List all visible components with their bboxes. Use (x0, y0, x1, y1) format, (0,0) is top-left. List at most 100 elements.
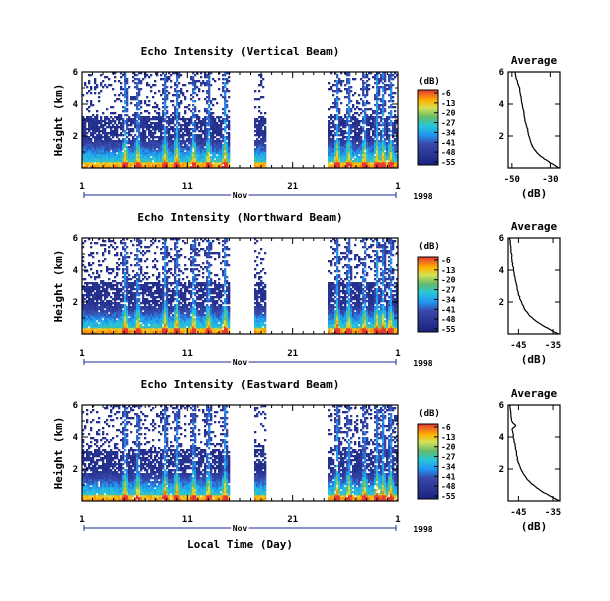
heatmap-cell (388, 122, 391, 125)
heatmap-cell (158, 314, 161, 317)
heatmap-cell (262, 150, 265, 153)
heatmap-cell (152, 116, 155, 119)
heatmap-cell (138, 90, 141, 93)
heatmap-cell (190, 156, 193, 159)
heatmap-cell (88, 118, 91, 121)
heatmap-cell (90, 118, 93, 121)
heatmap-cell (168, 118, 171, 121)
heatmap-cell (202, 122, 205, 125)
heatmap-cell (206, 108, 209, 111)
heatmap-cell (166, 86, 169, 89)
heatmap-cell (224, 150, 227, 153)
heatmap-cell (98, 302, 101, 305)
heatmap-cell (150, 160, 153, 163)
heatmap-cell (130, 150, 133, 153)
heatmap-cell (122, 332, 125, 335)
heatmap-cell (94, 150, 97, 153)
heatmap-cell (260, 134, 263, 137)
heatmap-cell (208, 154, 211, 157)
heatmap-cell (194, 148, 197, 151)
heatmap-cell (94, 166, 97, 169)
heatmap-cell (222, 166, 225, 169)
heatmap-cell (210, 102, 213, 105)
heatmap-cell (146, 162, 149, 165)
heatmap-cell (172, 298, 175, 301)
heatmap-cell (112, 268, 115, 271)
heatmap-cell (206, 124, 209, 127)
heatmap-cell (368, 162, 371, 165)
heatmap-cell (162, 322, 165, 325)
heatmap-cell (388, 146, 391, 149)
heatmap-cell (334, 160, 337, 163)
heatmap-cell (126, 164, 129, 167)
heatmap-cell (98, 96, 101, 99)
heatmap-cell (330, 114, 333, 117)
heatmap-cell (140, 142, 143, 145)
heatmap-cell (122, 256, 125, 259)
heatmap-cell (124, 156, 127, 159)
heatmap-cell (104, 316, 107, 319)
heatmap-cell (336, 84, 339, 87)
heatmap-cell (210, 160, 213, 163)
heatmap-cell (382, 166, 385, 169)
heatmap-cell (166, 270, 169, 273)
heatmap-cell (150, 304, 153, 307)
heatmap-cell (368, 136, 371, 139)
heatmap-cell (142, 134, 145, 137)
heatmap-cell (202, 142, 205, 145)
heatmap-cell (120, 132, 123, 135)
heatmap-cell (328, 82, 331, 85)
heatmap-cell (116, 288, 119, 291)
heatmap-cell (170, 156, 173, 159)
heatmap-cell (262, 132, 265, 135)
heatmap-cell (86, 154, 89, 157)
heatmap-cell (110, 326, 113, 329)
heatmap-cell (338, 126, 341, 129)
heatmap-cell (258, 146, 261, 149)
heatmap-cell (166, 126, 169, 129)
heatmap-cell (336, 156, 339, 159)
heatmap-cell (366, 160, 369, 163)
heatmap-cell (192, 84, 195, 87)
heatmap-cell (142, 144, 145, 147)
heatmap-cell (224, 130, 227, 133)
heatmap-cell (108, 292, 111, 295)
heatmap-cell (210, 148, 213, 151)
heatmap-cell (136, 248, 139, 251)
heatmap-cell (264, 126, 267, 129)
heatmap-cell (376, 92, 379, 95)
heatmap-cell (132, 318, 135, 321)
heatmap-cell (330, 158, 333, 161)
heatmap-cell (164, 74, 167, 77)
heatmap-cell (126, 160, 129, 163)
heatmap-cell (198, 138, 201, 141)
heatmap-cell (186, 128, 189, 131)
heatmap-cell (224, 144, 227, 147)
heatmap-cell (94, 78, 97, 81)
heatmap-cell (222, 158, 225, 161)
heatmap-cell (166, 262, 169, 265)
heatmap-cell (366, 122, 369, 125)
heatmap-cell (344, 152, 347, 155)
heatmap-cell (124, 164, 127, 167)
heatmap-cell (140, 132, 143, 135)
heatmap-cell (204, 160, 207, 163)
heatmap-cell (222, 88, 225, 91)
heatmap-cell (156, 136, 159, 139)
heatmap-cell (382, 134, 385, 137)
heatmap-cell (196, 154, 199, 157)
heatmap-cell (338, 80, 341, 83)
heatmap-cell (196, 160, 199, 163)
heatmap-cell (130, 328, 133, 331)
heatmap-cell (140, 320, 143, 323)
heatmap-cell (356, 120, 359, 123)
heatmap-cell (358, 166, 361, 169)
heatmap-cell (142, 124, 145, 127)
heatmap-cell (192, 114, 195, 117)
heatmap-cell (122, 144, 125, 147)
heatmap-cell (228, 152, 231, 155)
heatmap-cell (260, 82, 263, 85)
heatmap-cell (108, 332, 111, 335)
heatmap-cell (92, 130, 95, 133)
heatmap-cell (360, 138, 363, 141)
